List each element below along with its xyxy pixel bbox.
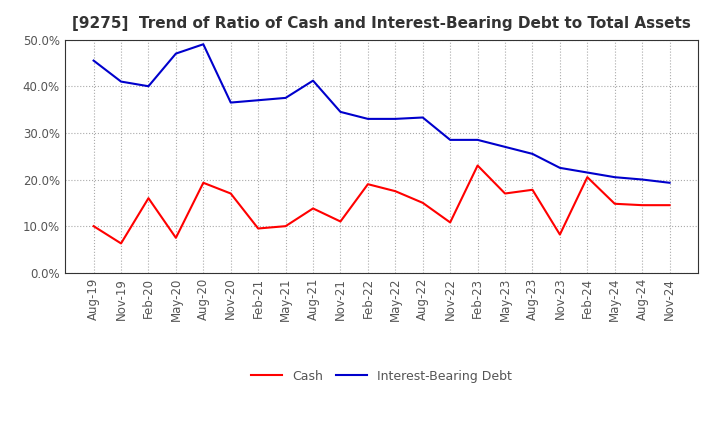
Interest-Bearing Debt [418,115,427,120]
Interest-Bearing Debt [611,175,619,180]
Cash [226,191,235,196]
Cash [254,226,263,231]
Cash [665,202,674,208]
Interest-Bearing Debt [226,100,235,105]
Cash [336,219,345,224]
Cash [89,224,98,229]
Interest-Bearing Debt [336,109,345,114]
Cash [500,191,509,196]
Line: Interest-Bearing Debt: Interest-Bearing Debt [94,44,670,183]
Interest-Bearing Debt [309,78,318,83]
Interest-Bearing Debt [89,58,98,63]
Cash [117,241,125,246]
Cash [199,180,207,185]
Cash [364,182,372,187]
Interest-Bearing Debt [117,79,125,84]
Cash [611,201,619,206]
Cash [528,187,537,192]
Interest-Bearing Debt [638,177,647,182]
Cash [556,232,564,237]
Cash [446,220,454,225]
Cash [309,206,318,211]
Interest-Bearing Debt [254,98,263,103]
Interest-Bearing Debt [171,51,180,56]
Cash [144,195,153,201]
Cash [391,188,400,194]
Title: [9275]  Trend of Ratio of Cash and Interest-Bearing Debt to Total Assets: [9275] Trend of Ratio of Cash and Intere… [72,16,691,32]
Cash [418,200,427,205]
Interest-Bearing Debt [473,137,482,143]
Interest-Bearing Debt [583,170,592,175]
Cash [473,163,482,168]
Interest-Bearing Debt [199,42,207,47]
Cash [583,175,592,180]
Legend: Cash, Interest-Bearing Debt: Cash, Interest-Bearing Debt [246,365,517,388]
Interest-Bearing Debt [500,144,509,150]
Cash [171,235,180,240]
Interest-Bearing Debt [282,95,290,100]
Interest-Bearing Debt [391,116,400,121]
Cash [638,202,647,208]
Interest-Bearing Debt [144,84,153,89]
Interest-Bearing Debt [556,165,564,170]
Interest-Bearing Debt [665,180,674,185]
Interest-Bearing Debt [364,116,372,121]
Cash [282,224,290,229]
Line: Cash: Cash [94,165,670,243]
Interest-Bearing Debt [528,151,537,157]
Interest-Bearing Debt [446,137,454,143]
